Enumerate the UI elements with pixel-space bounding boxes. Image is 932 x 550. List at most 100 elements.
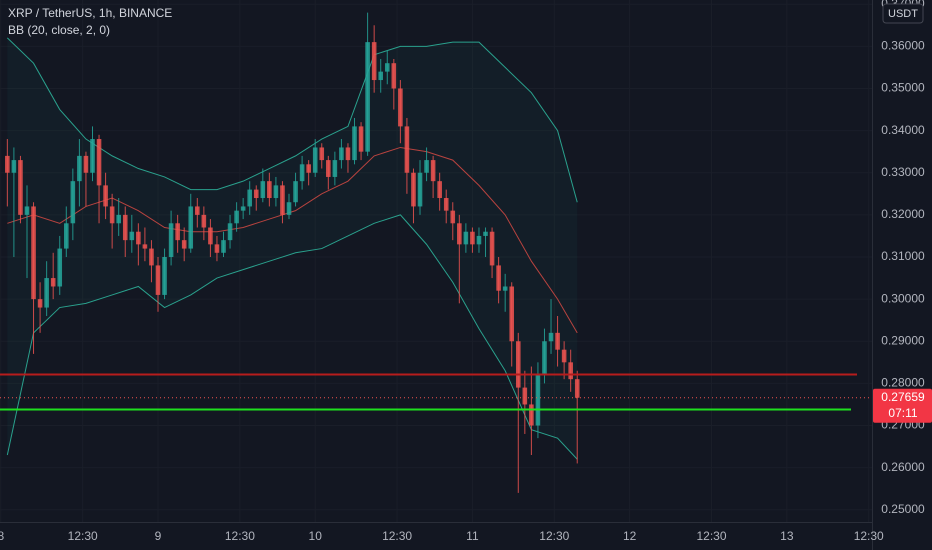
candle-body [515,341,521,388]
symbol-title[interactable]: XRP / TetherUS, 1h, BINANCE [8,6,172,20]
candle-body [522,387,528,405]
candle-body [267,181,272,199]
candle-body [234,210,239,224]
candle-body [5,155,10,173]
candle-body [345,147,351,161]
y-tick-label: 0.35000 [881,81,925,95]
y-tick-label: 0.32000 [881,207,925,221]
candle-body [280,185,285,215]
x-tick-label: 12:30 [225,529,255,543]
candle-body [509,286,515,342]
currency-label[interactable]: USDT [888,8,918,20]
candle-body [574,379,580,398]
y-tick-label: 0.34000 [881,123,925,137]
candle-body [109,206,115,224]
candle-body [463,231,469,245]
x-tick-label: 13 [780,529,794,543]
candle-body [240,206,246,211]
last-price-box [873,388,932,423]
candle-body [195,206,200,215]
candle-body [201,214,207,228]
candle-body [83,155,89,173]
candle-body [286,202,292,215]
candle-body [470,231,475,245]
candle-body [57,248,63,287]
candle-body [142,244,148,249]
candle-body [253,189,259,199]
candle-body [352,126,357,161]
candle-body [535,374,541,426]
x-tick-label: 9 [155,529,162,543]
candle-body [214,244,220,253]
candle-body [384,63,390,72]
x-tick-label: 12:30 [68,529,98,543]
candle-body [31,206,36,300]
candle-body [437,181,442,199]
y-tick-label: 0.26000 [881,460,925,474]
candle-body [63,223,69,249]
last-price-label: 0.27659 [881,390,925,404]
x-tick-label: 12:30 [382,529,412,543]
candle-body [548,332,554,342]
candle-body [122,214,128,241]
y-tick-label: 0.30000 [881,291,925,305]
candle-body [443,198,449,211]
y-tick-label: 0.36000 [881,39,925,53]
candle-body [77,155,82,182]
band-fill [7,37,578,460]
candle-body [90,139,95,173]
candle-body [116,214,121,224]
candle-body [430,160,436,182]
candle-body [129,231,135,241]
candle-body [542,341,547,375]
x-tick-label: 11 [466,529,479,543]
x-tick-label: 12 [623,529,637,543]
countdown-label: 07:11 [888,406,917,420]
indicator-label[interactable]: BB (20, close, 2, 0) [8,23,110,37]
candle-body [260,181,266,199]
band-line [6,37,578,203]
x-tick-label: 12:30 [539,529,569,543]
candle-body [326,160,331,177]
candle-body [181,240,187,249]
y-tick-label: 0.25000 [881,502,925,516]
candle-body [457,223,462,245]
y-tick-label: 0.31000 [881,249,925,263]
candle-body [168,223,174,257]
candle-body [312,147,318,173]
candle-body [96,139,102,186]
candle-body [424,160,429,173]
candle-body [70,181,76,224]
candle-body [450,210,456,224]
x-tick-label: 12:30 [854,529,884,543]
candle-body [319,147,325,161]
candle-body [555,332,560,350]
candle-body [483,231,488,236]
candle-body [11,160,17,173]
candle-body [273,185,279,199]
plot-area [0,12,872,493]
candle-body [476,235,482,245]
currency-box[interactable] [882,3,924,24]
candle-body [221,240,226,253]
candle-body [208,227,213,245]
candle-body [299,164,305,182]
candle-body [411,172,416,207]
x-tick-label: 10 [309,529,323,543]
candle-body [398,88,403,127]
candle-body [496,265,501,291]
candle-body [227,223,233,241]
y-tick-label: 0.33000 [881,165,925,179]
candle-body [391,63,397,89]
candle-body [44,278,49,308]
band-line [6,214,578,460]
candle-body [404,126,410,173]
candle-body [24,206,30,215]
candle-body [371,42,377,81]
candle-body [136,231,141,245]
candle-body [365,42,370,152]
candle-body [306,164,311,173]
candle-body [162,256,167,295]
candle-body [293,181,298,203]
